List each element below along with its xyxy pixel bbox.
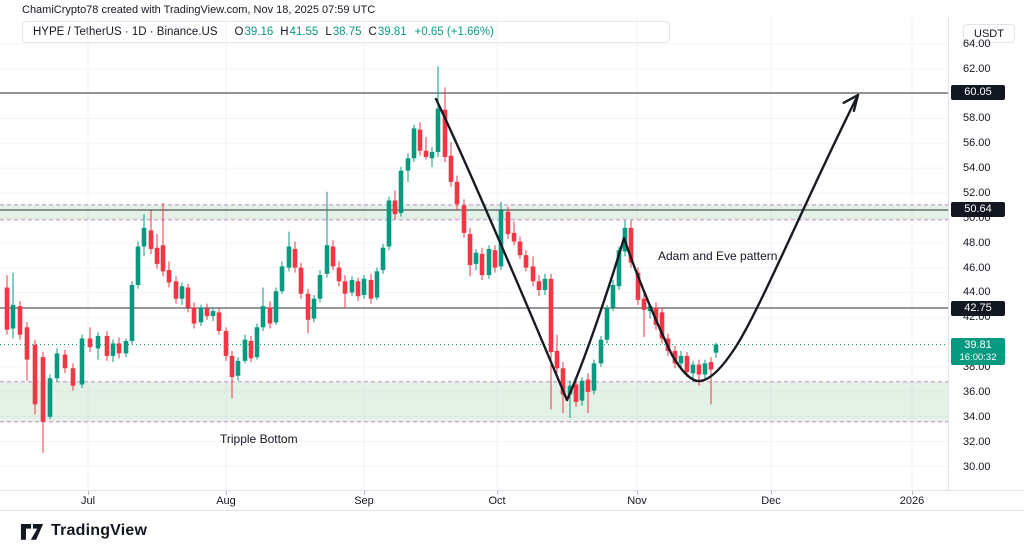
annotation-adam-and-eve[interactable]: Adam and Eve pattern xyxy=(658,249,778,263)
vertical-gridlines xyxy=(87,18,913,490)
horizontal-gridlines xyxy=(0,43,948,467)
time-tick-label: Oct xyxy=(488,495,506,507)
close-label: C xyxy=(368,26,377,38)
price-tick-label: 54.00 xyxy=(963,162,991,175)
price-level-badge: 50.64 xyxy=(951,202,1005,218)
price-level-lines xyxy=(0,92,948,309)
time-tick-label: Sep xyxy=(354,495,374,507)
open-value: 39.16 xyxy=(244,26,274,38)
price-tick-label: 64.00 xyxy=(963,37,991,50)
price-tick-label: 32.00 xyxy=(963,435,991,448)
price-tick-label: 52.00 xyxy=(963,187,991,200)
price-tick-label: 62.00 xyxy=(963,62,991,75)
price-tick-label: 44.00 xyxy=(963,286,991,299)
tradingview-footer: TradingView xyxy=(20,520,147,541)
time-tick-label: Aug xyxy=(216,495,236,507)
time-tick-mark xyxy=(88,491,89,495)
time-tick-mark xyxy=(912,491,913,495)
high-label: H xyxy=(280,26,289,38)
tradingview-logo-icon[interactable] xyxy=(20,520,44,541)
time-tick-mark xyxy=(497,491,498,495)
price-axis[interactable]: USDT 64.00 62.00 58.00 56.00 54.00 52.00 50.00… xyxy=(948,18,1024,490)
price-tick-label: 56.00 xyxy=(963,137,991,150)
chart-canvas[interactable] xyxy=(0,0,948,490)
price-tick-label: 34.00 xyxy=(963,410,991,423)
time-tick-label: Jul xyxy=(80,495,96,507)
low-label: L xyxy=(325,26,332,38)
time-tick-mark xyxy=(771,491,772,495)
time-tick-mark xyxy=(364,491,365,495)
currency-toggle-button[interactable]: USDT xyxy=(963,24,1015,43)
price-level-badge: 42.75 xyxy=(951,300,1005,316)
pattern-curve-drawing[interactable] xyxy=(434,93,860,402)
last-price-value: 39.81 xyxy=(964,339,992,352)
time-tick-label: 2026 xyxy=(899,495,925,507)
low-value: 38.75 xyxy=(332,26,362,38)
bar-countdown: 16:00:32 xyxy=(959,352,997,364)
high-value: 41.55 xyxy=(289,26,319,38)
tradingview-logo-text[interactable]: TradingView xyxy=(51,521,148,539)
time-axis[interactable]: Jul Aug Sep Oct Nov Dec 2026 xyxy=(0,490,1024,511)
annotation-tripple-bottom[interactable]: Tripple Bottom xyxy=(220,432,298,446)
last-price-badge: 39.81 16:00:32 xyxy=(951,338,1005,366)
price-tick-label: 36.00 xyxy=(963,385,991,398)
arrowhead-icon xyxy=(842,93,860,113)
price-tick-label: 58.00 xyxy=(963,112,991,125)
price-zones xyxy=(0,204,948,423)
close-value: 39.81 xyxy=(377,26,407,38)
time-tick-mark xyxy=(226,491,227,495)
time-tick-label: Nov xyxy=(627,495,647,507)
time-tick-label: Dec xyxy=(761,495,781,507)
price-tick-label: 46.00 xyxy=(963,261,991,274)
price-tick-label: 48.00 xyxy=(963,236,991,249)
time-tick-mark xyxy=(637,491,638,495)
attribution-text: ChamiCrypto78 created with TradingView.c… xyxy=(22,4,376,16)
price-level-badge: 60.05 xyxy=(951,85,1005,101)
symbol-title: HYPE / TetherUS · 1D · Binance.US xyxy=(33,26,218,38)
chart-legend[interactable]: HYPE / TetherUS · 1D · Binance.US O 39.16… xyxy=(22,21,670,43)
open-label: O xyxy=(234,26,244,38)
change-value: +0.65 (+1.66%) xyxy=(414,26,494,38)
price-tick-label: 30.00 xyxy=(963,460,991,473)
